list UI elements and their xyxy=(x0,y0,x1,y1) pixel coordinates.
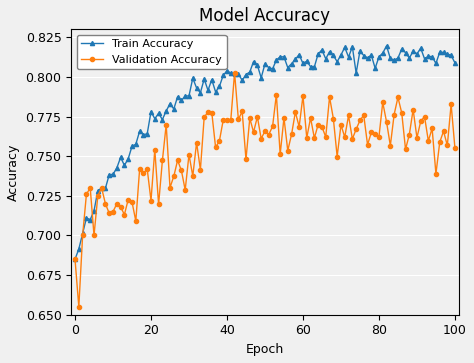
Train Accuracy xyxy=(383,44,389,48)
Legend: Train Accuracy, Validation Accuracy: Train Accuracy, Validation Accuracy xyxy=(77,35,227,69)
Train Accuracy xyxy=(357,49,363,53)
Validation Accuracy xyxy=(255,115,260,119)
Train Accuracy xyxy=(300,61,306,66)
Train Accuracy xyxy=(247,70,253,74)
Y-axis label: Accuracy: Accuracy xyxy=(7,143,20,201)
Train Accuracy xyxy=(167,102,173,106)
Train Accuracy xyxy=(72,257,78,261)
Validation Accuracy xyxy=(171,174,177,179)
Validation Accuracy xyxy=(102,201,108,206)
Validation Accuracy xyxy=(308,116,313,120)
Train Accuracy xyxy=(338,53,344,57)
Validation Accuracy xyxy=(76,305,82,309)
Validation Accuracy xyxy=(452,146,458,150)
Line: Validation Accuracy: Validation Accuracy xyxy=(73,70,457,309)
Validation Accuracy xyxy=(232,70,237,75)
Validation Accuracy xyxy=(346,113,351,118)
Title: Model Accuracy: Model Accuracy xyxy=(200,7,330,25)
Train Accuracy xyxy=(452,61,458,65)
Train Accuracy xyxy=(99,186,104,190)
X-axis label: Epoch: Epoch xyxy=(246,343,284,356)
Line: Train Accuracy: Train Accuracy xyxy=(73,44,457,261)
Validation Accuracy xyxy=(72,257,78,261)
Validation Accuracy xyxy=(365,143,370,147)
